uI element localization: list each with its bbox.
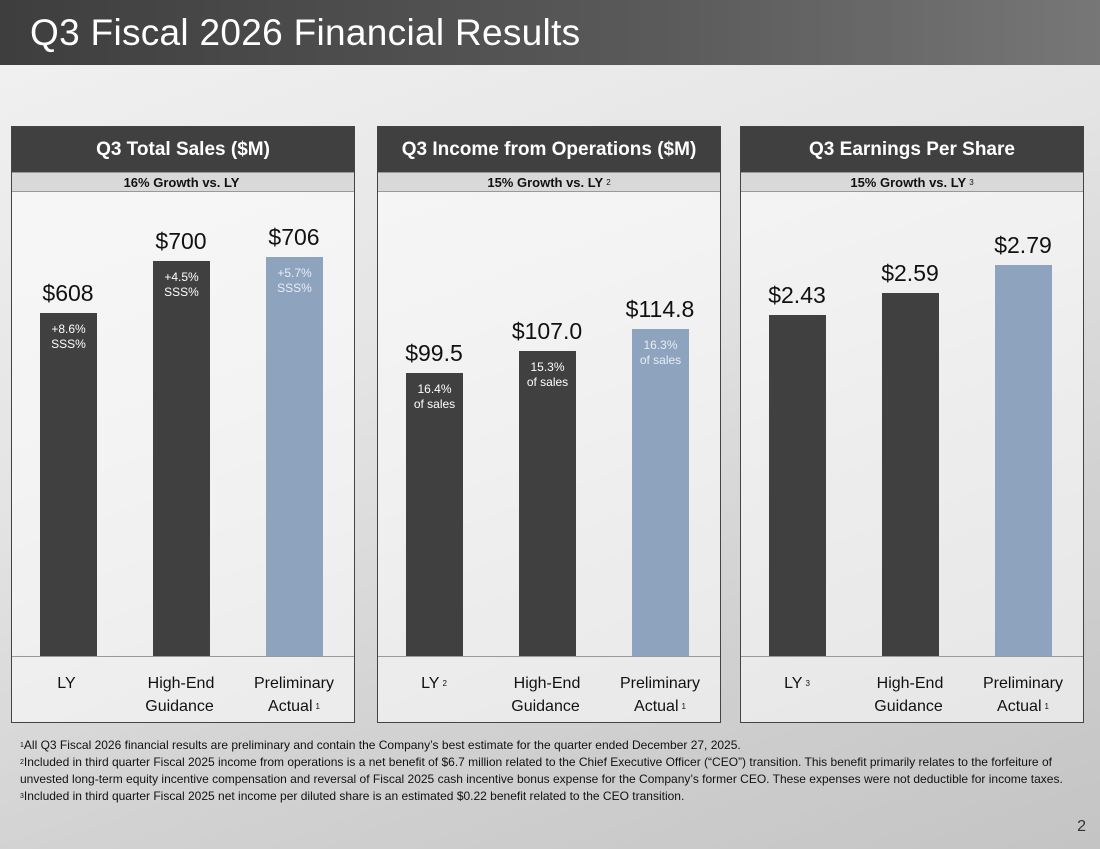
- chart-panel: Q3 Income from Operations ($M) 15% Growt…: [377, 126, 721, 723]
- footnote-1: 1All Q3 Fiscal 2026 financial results ar…: [20, 738, 741, 752]
- bar: 16.3% of sales: [632, 329, 689, 656]
- x-axis: [12, 656, 354, 657]
- page-number: 2: [1077, 818, 1086, 835]
- bar-inner-label: +8.6% SSS%: [51, 321, 86, 351]
- bar: +8.6% SSS%: [40, 312, 97, 656]
- chart-panel: Q3 Earnings Per Share 15% Growth vs. LY 3…: [740, 126, 1084, 723]
- x-axis: [378, 656, 720, 657]
- category-label: High-End Guidance: [145, 675, 215, 715]
- bar-inner-label: 16.3% of sales: [639, 338, 682, 368]
- bar: 16.4% of sales: [406, 372, 463, 656]
- bar: 15.3% of sales: [519, 351, 576, 656]
- chart-panel: Q3 Total Sales ($M) 16% Growth vs. LY +8…: [11, 126, 355, 723]
- value-label: $2.43: [768, 282, 826, 309]
- bar: [882, 292, 939, 656]
- category-label: High-End Guidance: [511, 675, 581, 715]
- bar: [995, 264, 1052, 656]
- category-label: LY 3: [784, 675, 810, 692]
- x-axis: [741, 656, 1083, 657]
- chart-title: Q3 Income from Operations ($M): [378, 127, 720, 172]
- value-label: $114.8: [625, 296, 695, 323]
- chart-subtitle: 15% Growth vs. LY 2: [378, 172, 720, 192]
- chart-subtitle: 16% Growth vs. LY: [12, 172, 354, 192]
- bar-inner-label: +5.7% SSS%: [277, 266, 312, 296]
- bar-inner-label: 16.4% of sales: [413, 381, 456, 411]
- value-label: $107.0: [511, 318, 583, 345]
- plot-area: 16.4% of sales $99.5 15.3% of sales $107.0 16.…: [378, 192, 720, 656]
- value-label: $99.5: [405, 339, 463, 366]
- value-label: $2.59: [881, 259, 939, 286]
- chart-title: Q3 Total Sales ($M): [12, 127, 354, 172]
- plot-area: $2.43 $2.59 $2.79: [741, 192, 1083, 656]
- category-label: Preliminary Actual 1: [253, 675, 334, 715]
- bar: [769, 315, 826, 656]
- category-label: LY: [57, 675, 76, 692]
- bar-inner-label: +4.5% SSS%: [164, 269, 199, 299]
- value-label: $2.79: [994, 231, 1052, 258]
- plot-area: +8.6% SSS% $608 +4.5% SSS% $700 +5.7% SSS% $706: [12, 192, 354, 656]
- value-label: $706: [268, 224, 320, 251]
- chart-subtitle: 15% Growth vs. LY 3: [741, 172, 1083, 192]
- page-title: Q3 Fiscal 2026 Financial Results: [30, 12, 581, 53]
- bar-inner-label: 15.3% of sales: [526, 360, 569, 390]
- category-label: High-End Guidance: [874, 675, 944, 715]
- title-bar: Q3 Fiscal 2026 Financial Results: [0, 0, 1100, 65]
- category-label: Preliminary Actual 1: [619, 675, 700, 715]
- value-label: $608: [42, 279, 94, 306]
- category-label: LY 2: [421, 675, 447, 692]
- bar: +5.7% SSS%: [266, 257, 323, 656]
- category-label: Preliminary Actual 1: [982, 675, 1063, 715]
- value-label: $700: [155, 227, 207, 254]
- footnote-3: 3Included in third quarter Fiscal 2025 n…: [20, 789, 685, 803]
- footnotes: 1All Q3 Fiscal 2026 financial results ar…: [20, 737, 1080, 805]
- chart-title: Q3 Earnings Per Share: [741, 127, 1083, 172]
- bar: +4.5% SSS%: [153, 260, 210, 656]
- footnote-2: 2Included in third quarter Fiscal 2025 i…: [20, 755, 1063, 786]
